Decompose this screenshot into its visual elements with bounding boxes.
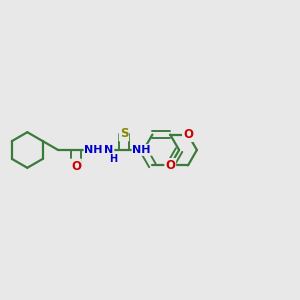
Text: NH: NH: [85, 145, 103, 155]
Text: O: O: [71, 160, 81, 172]
Text: O: O: [165, 159, 175, 172]
Text: S: S: [120, 128, 128, 140]
Text: NH: NH: [133, 145, 151, 155]
Text: N: N: [104, 145, 113, 155]
Text: O: O: [183, 128, 193, 141]
Text: H: H: [109, 154, 117, 164]
